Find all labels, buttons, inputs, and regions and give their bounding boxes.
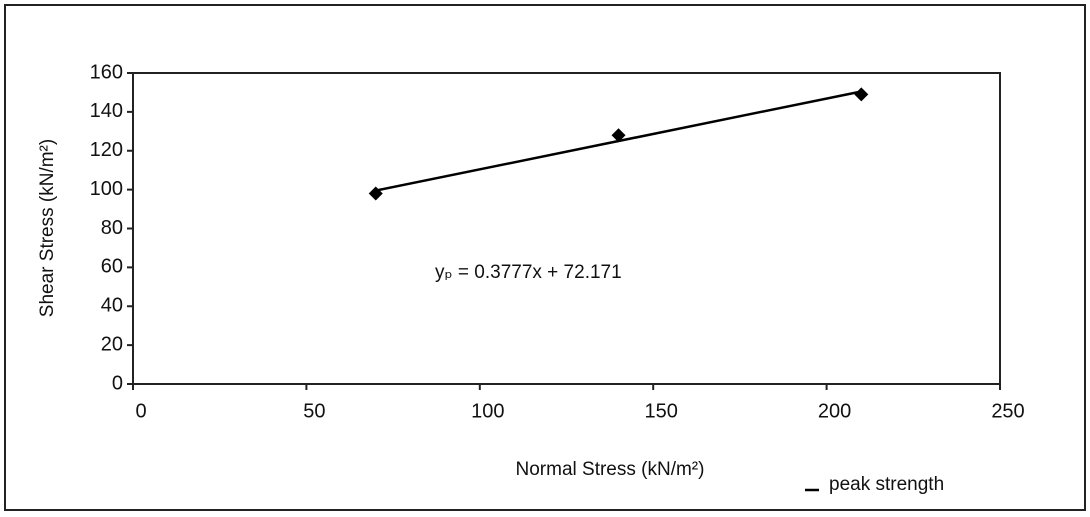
x-tick-label: 100 [471, 400, 504, 422]
data-point [854, 87, 869, 102]
y-tick-label: 60 [101, 256, 123, 278]
x-tick-label: 50 [303, 400, 325, 422]
chart-border [4, 4, 1086, 511]
y-tick-label: 20 [101, 333, 123, 355]
y-tick-label: 140 [90, 100, 123, 122]
y-tick-label: 0 [112, 372, 123, 394]
y-tick-label: 120 [90, 139, 123, 161]
x-axis-label: Normal Stress (kN/m²) [516, 459, 705, 480]
y-tick-label: 40 [101, 295, 123, 317]
x-tick-label: 150 [645, 400, 678, 422]
equation: yₚ = 0.3777x + 72.171 [435, 262, 622, 283]
data-point [368, 186, 383, 201]
x-tick-label: 200 [818, 400, 851, 422]
y-tick-label: 80 [101, 217, 123, 239]
y-axis-label: Shear Stress (kN/m²) [37, 139, 58, 317]
y-tick-label: 100 [90, 178, 123, 200]
y-tick-label: 160 [90, 61, 123, 83]
legend-label: peak strength [829, 474, 944, 495]
x-tick-label: 0 [135, 400, 146, 422]
x-tick-label: 250 [991, 400, 1024, 422]
data-point [611, 128, 626, 143]
